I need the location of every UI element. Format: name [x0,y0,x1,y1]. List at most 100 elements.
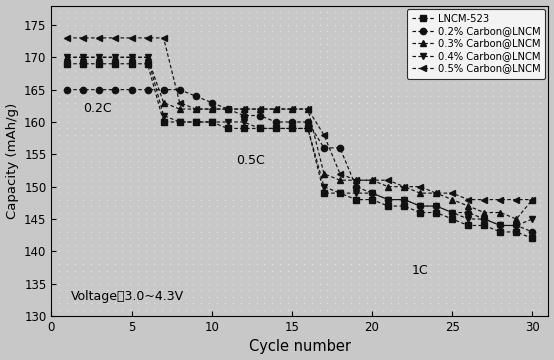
Point [268,35,277,41]
Point [378,119,387,125]
Point [79,242,88,248]
Point [512,152,521,157]
Point [465,132,474,138]
Point [79,152,88,157]
Point [442,268,450,274]
Point [237,177,245,183]
Point [79,106,88,112]
Point [284,3,293,8]
Point [252,248,261,254]
Point [260,210,269,215]
0.3% Carbon@LNCM [433,191,439,195]
Point [252,300,261,306]
Point [442,9,450,15]
Point [402,41,411,47]
Point [323,158,332,164]
Point [291,22,300,28]
Point [165,197,174,202]
Point [355,229,363,235]
Point [457,106,466,112]
Point [237,87,245,93]
Point [528,132,537,138]
Point [102,216,111,222]
Point [220,106,229,112]
Point [347,3,356,8]
Point [465,203,474,209]
Point [157,9,166,15]
Point [102,165,111,170]
Point [457,48,466,54]
Point [71,48,80,54]
Point [347,281,356,287]
Point [520,106,529,112]
0.2% Carbon@LNCM [529,230,536,234]
Point [528,145,537,151]
Point [268,190,277,196]
0.5% Carbon@LNCM [417,185,423,189]
Point [213,287,222,293]
Point [355,171,363,177]
Point [378,113,387,118]
Point [378,274,387,280]
Point [150,197,158,202]
Point [378,106,387,112]
Point [110,35,119,41]
Point [213,281,222,287]
Point [528,54,537,60]
Point [378,35,387,41]
Point [291,152,300,157]
Point [102,48,111,54]
Point [71,35,80,41]
Point [197,61,206,67]
Point [55,197,64,202]
Point [331,274,340,280]
Point [449,165,458,170]
Point [79,248,88,254]
Point [284,229,293,235]
Point [496,106,505,112]
0.3% Carbon@LNCM [128,55,135,59]
Point [134,93,143,99]
Point [110,222,119,228]
Point [425,22,434,28]
Point [213,300,222,306]
Point [150,210,158,215]
Point [126,100,135,105]
Point [71,67,80,73]
0.5% Carbon@LNCM [433,191,439,195]
Point [181,28,190,34]
Point [189,113,198,118]
Point [536,242,545,248]
Point [323,119,332,125]
Point [378,229,387,235]
Point [394,300,403,306]
Point [150,235,158,241]
Point [276,281,285,287]
Point [205,100,214,105]
Point [134,126,143,131]
LNCM-523 [433,210,439,215]
Point [323,3,332,8]
Point [284,248,293,254]
Point [165,106,174,112]
Point [442,35,450,41]
Point [528,261,537,267]
Point [496,313,505,319]
Point [237,203,245,209]
Point [142,106,151,112]
Point [512,242,521,248]
Point [425,48,434,54]
Point [347,294,356,300]
Point [331,41,340,47]
Point [347,119,356,125]
Point [150,35,158,41]
Point [331,222,340,228]
Point [512,15,521,21]
Point [402,294,411,300]
Point [465,210,474,215]
Point [110,15,119,21]
Point [307,100,316,105]
Point [496,165,505,170]
Point [347,113,356,118]
Point [457,177,466,183]
